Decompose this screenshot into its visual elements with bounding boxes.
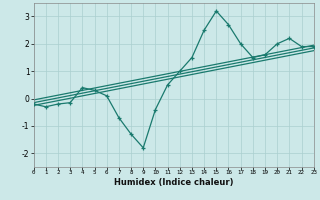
X-axis label: Humidex (Indice chaleur): Humidex (Indice chaleur): [114, 178, 233, 187]
